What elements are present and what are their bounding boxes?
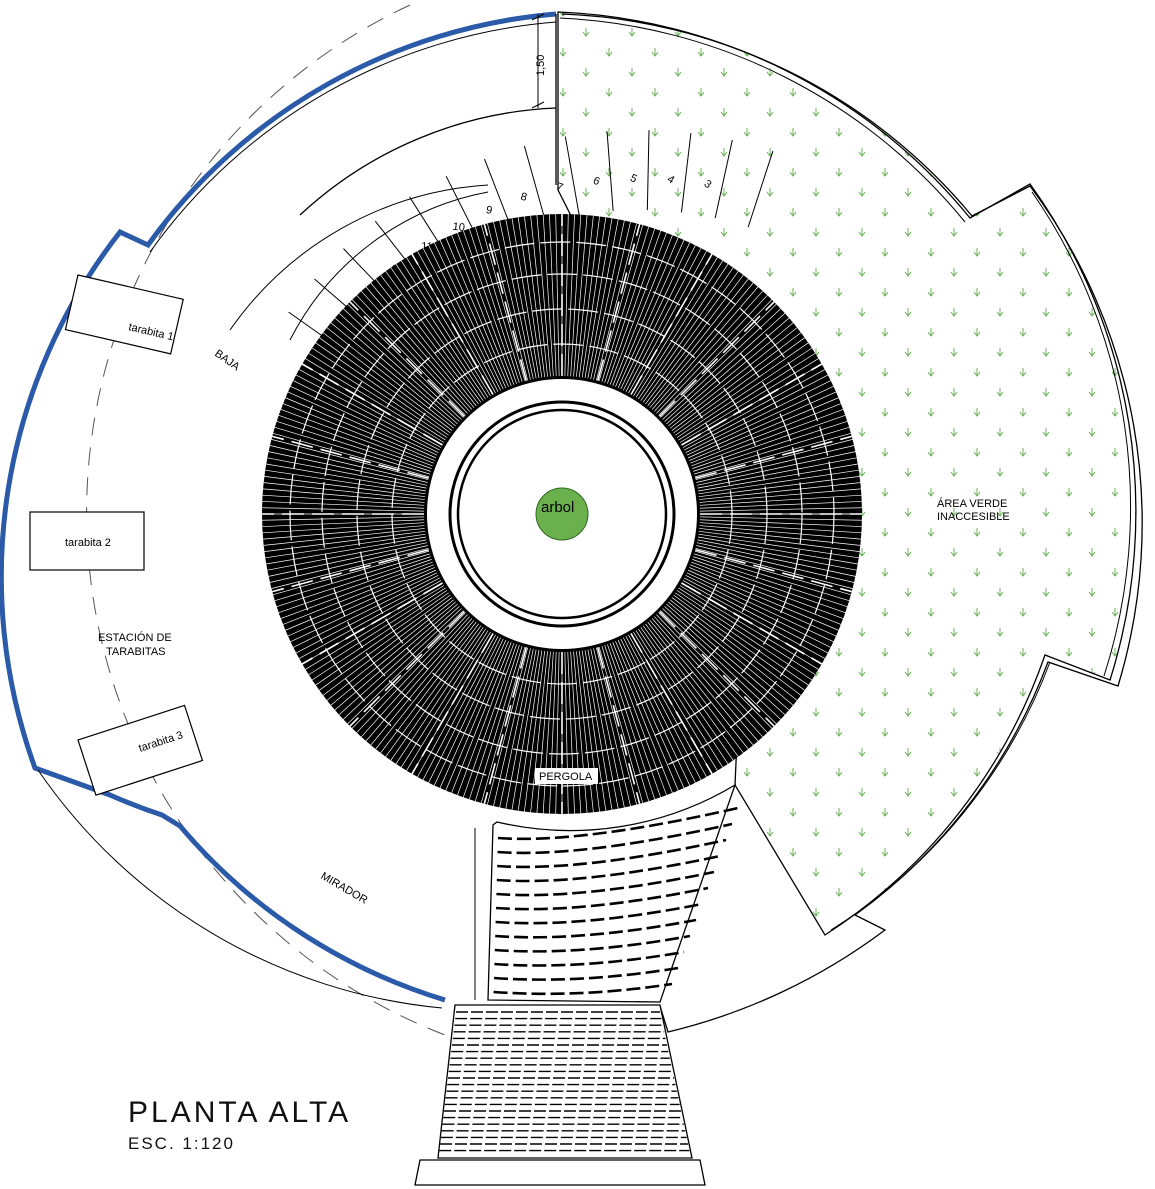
stair-step-number: 10 <box>452 221 466 234</box>
stair-step-number: 6 <box>591 175 601 188</box>
stair-step-number: 4 <box>665 173 676 186</box>
stair-step-number: 7 <box>555 181 565 194</box>
plan-scale: ESC. 1:120 <box>128 1134 235 1153</box>
dimension-label: 1,50 <box>535 55 547 76</box>
estacion-label-line2: TARABITAS <box>106 646 166 658</box>
stair-direction-label: BAJA <box>212 348 242 374</box>
plan-title: PLANTA ALTA <box>128 1096 352 1129</box>
stair-step-number: 5 <box>628 172 639 185</box>
dimension-mark: 1,50 <box>531 13 547 109</box>
central-plaza: arbol <box>427 379 697 649</box>
tarabita-2-label: tarabita 2 <box>65 537 111 549</box>
outer-envelope <box>561 13 1143 1033</box>
tarabita-3: tarabita 3 <box>77 704 204 796</box>
tarabita-1: tarabita 1 <box>64 274 184 355</box>
stair-step-number: 9 <box>485 204 493 217</box>
mirador-label: MIRADOR <box>319 870 370 906</box>
outer-wall <box>0 11 557 1003</box>
stair-step-number: 8 <box>519 191 528 204</box>
south-walkway <box>414 783 739 1186</box>
tarabita-2: tarabita 2 <box>29 511 145 571</box>
tree-label: arbol <box>541 499 574 516</box>
pergola-label: PERGOLA <box>539 771 593 783</box>
green-area-label-line2: INACCESIBLE <box>937 511 1010 523</box>
estacion-label-line1: ESTACIÓN DE <box>98 631 172 644</box>
stair-step-number: 3 <box>702 178 714 191</box>
tree-symbol <box>535 487 589 541</box>
green-area-label-line1: ÁREA VERDE <box>937 497 1007 510</box>
inner-wall <box>299 107 557 216</box>
